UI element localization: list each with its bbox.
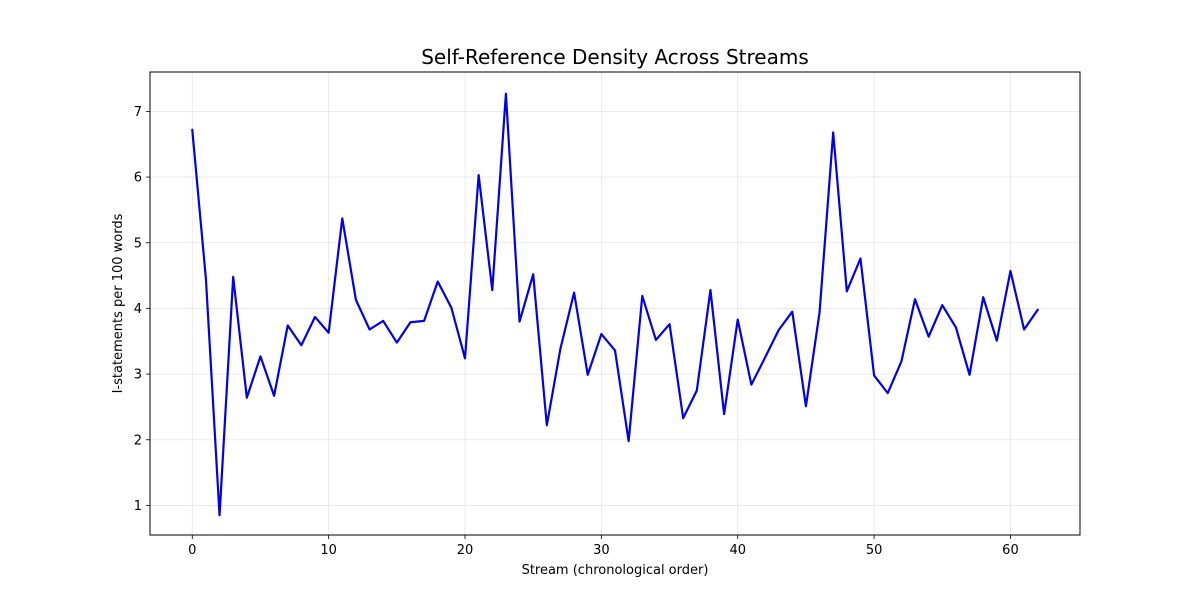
grid [150,72,1080,535]
y-tick-label: 4 [134,302,142,317]
y-tick-label: 7 [134,105,142,120]
x-axis-label: Stream (chronological order) [522,563,709,578]
y-tick-label: 5 [134,236,142,251]
chart-title: Self-Reference Density Across Streams [421,45,809,69]
x-tick-label: 10 [320,543,337,558]
series-line [191,92,1039,517]
x-tick-label: 0 [188,543,196,558]
y-axis-ticks: 1 2 3 4 5 6 7 [134,105,150,514]
y-tick-label: 3 [134,368,142,383]
x-tick-label: 30 [593,543,610,558]
x-tick-label: 20 [457,543,474,558]
x-tick-label: 50 [866,543,883,558]
y-tick-label: 1 [134,499,142,514]
y-axis-label: I-statements per 100 words [111,213,126,393]
series-layer [191,92,1039,517]
x-tick-label: 60 [1002,543,1019,558]
y-tick-label: 6 [134,171,142,186]
y-tick-label: 2 [134,433,142,448]
x-tick-label: 40 [729,543,746,558]
x-axis-ticks: 0 10 20 30 40 50 60 [188,535,1019,558]
plot-area-frame [149,71,1081,536]
